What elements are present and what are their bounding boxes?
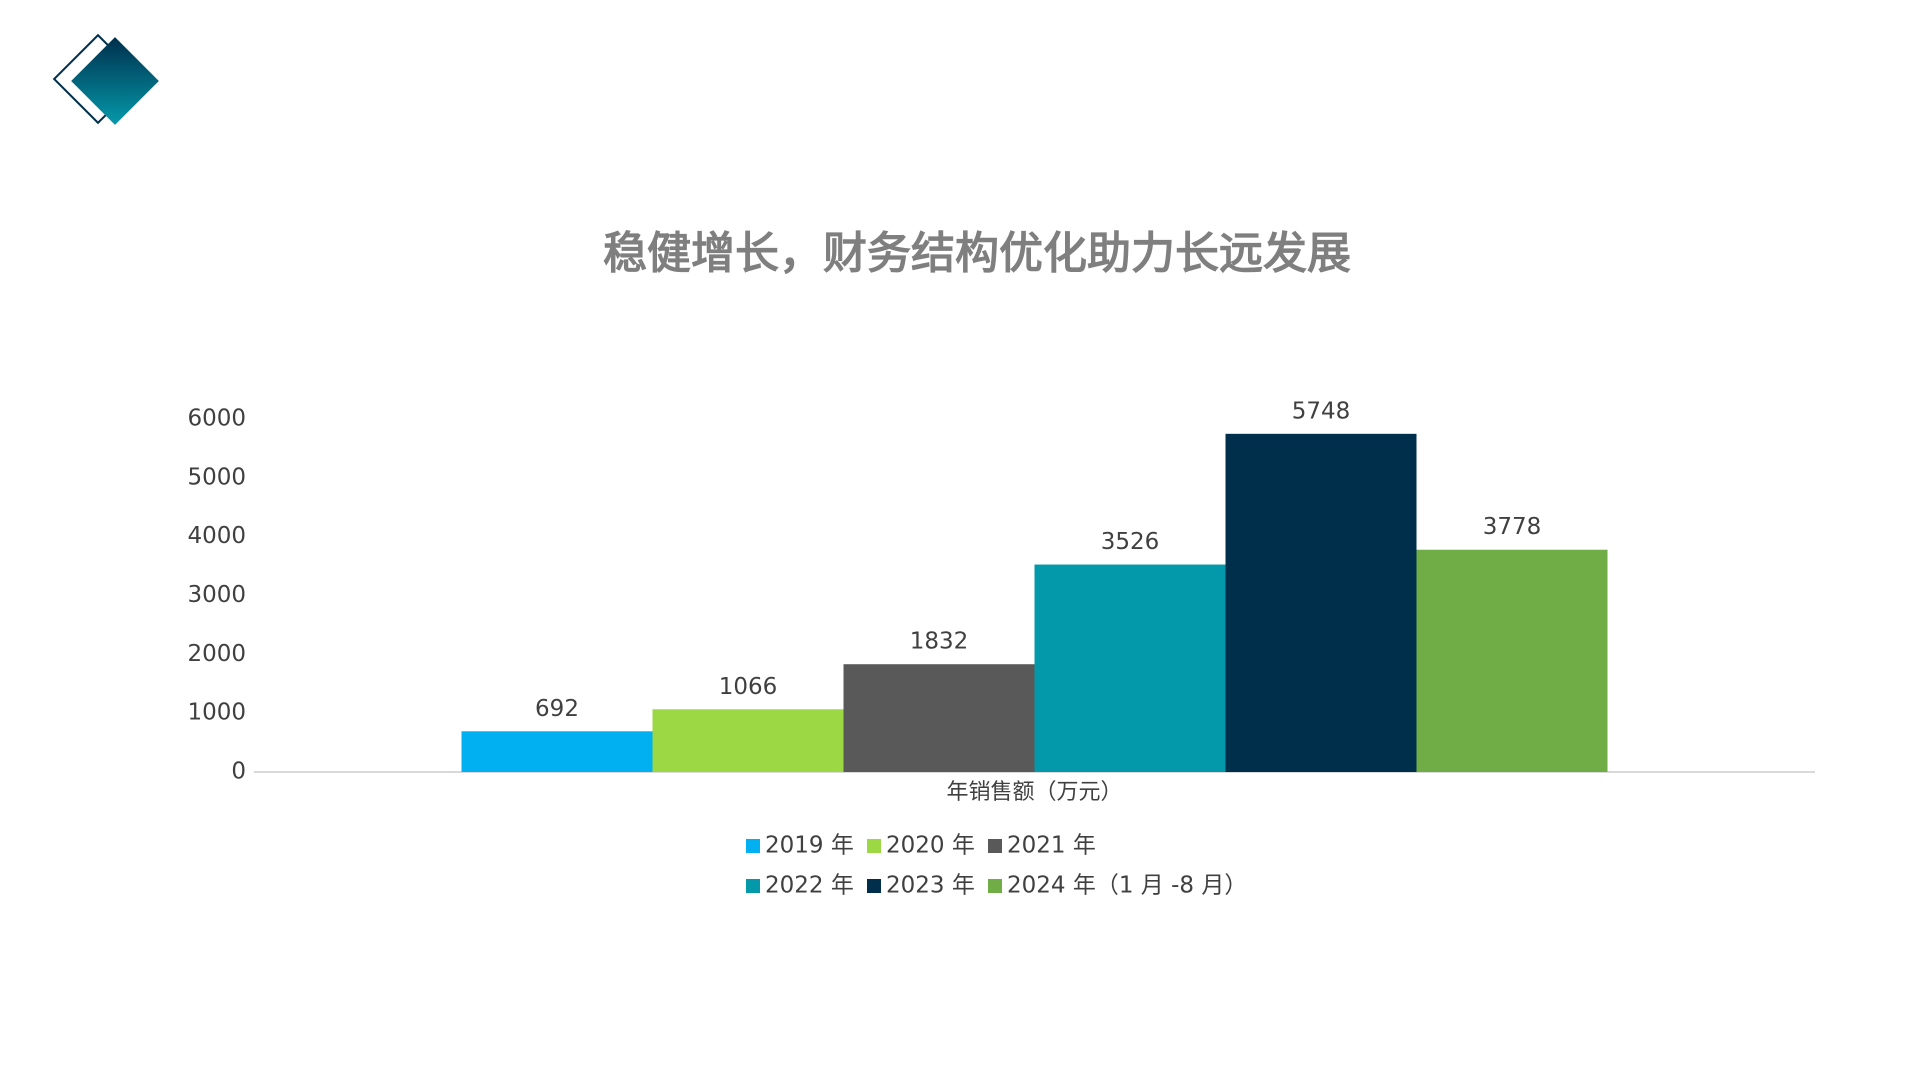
legend-swatch <box>988 879 1002 893</box>
y-tick-label: 3000 <box>187 582 246 608</box>
legend-swatch <box>746 839 760 853</box>
y-tick-label: 5000 <box>187 464 246 490</box>
x-tick-label: 年销售额（万元） <box>946 780 1122 805</box>
bar <box>1416 549 1608 772</box>
y-tick-label: 2000 <box>187 641 246 667</box>
bar <box>652 709 844 772</box>
bar <box>1034 564 1226 772</box>
legend-swatch <box>867 839 881 853</box>
legend-swatch <box>746 879 760 893</box>
legend-label: 2023 年 <box>886 873 975 899</box>
legend-swatch <box>988 839 1002 853</box>
data-label: 1066 <box>719 674 778 700</box>
bar <box>843 664 1035 772</box>
bar <box>461 731 653 772</box>
y-tick-label: 6000 <box>187 406 246 432</box>
legend-label: 2022 年 <box>765 873 854 899</box>
y-tick-label: 4000 <box>187 523 246 549</box>
legend-label: 2024 年（1 月 -8 月） <box>1007 873 1247 899</box>
bar <box>1225 433 1417 772</box>
chart-title: 稳健增长，财务结构优化助力长远发展 <box>603 228 1351 279</box>
y-tick-label: 0 <box>231 759 246 785</box>
y-tick-label: 1000 <box>187 700 246 726</box>
data-label: 3526 <box>1101 529 1160 555</box>
logo <box>52 33 159 125</box>
legend-label: 2020 年 <box>886 833 975 859</box>
data-label: 692 <box>535 696 579 722</box>
data-label: 1832 <box>910 629 969 655</box>
data-label: 5748 <box>1292 398 1351 424</box>
legend-label: 2019 年 <box>765 833 854 859</box>
legend-label: 2021 年 <box>1007 833 1096 859</box>
data-label: 3778 <box>1483 514 1542 540</box>
legend-swatch <box>867 879 881 893</box>
